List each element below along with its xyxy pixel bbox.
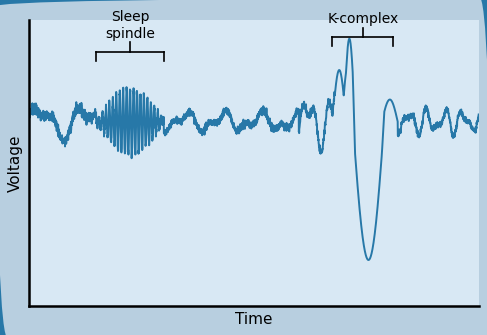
Y-axis label: Voltage: Voltage xyxy=(8,134,23,192)
X-axis label: Time: Time xyxy=(235,312,273,327)
Text: K-complex: K-complex xyxy=(327,12,398,26)
Text: Sleep
spindle: Sleep spindle xyxy=(105,10,155,41)
